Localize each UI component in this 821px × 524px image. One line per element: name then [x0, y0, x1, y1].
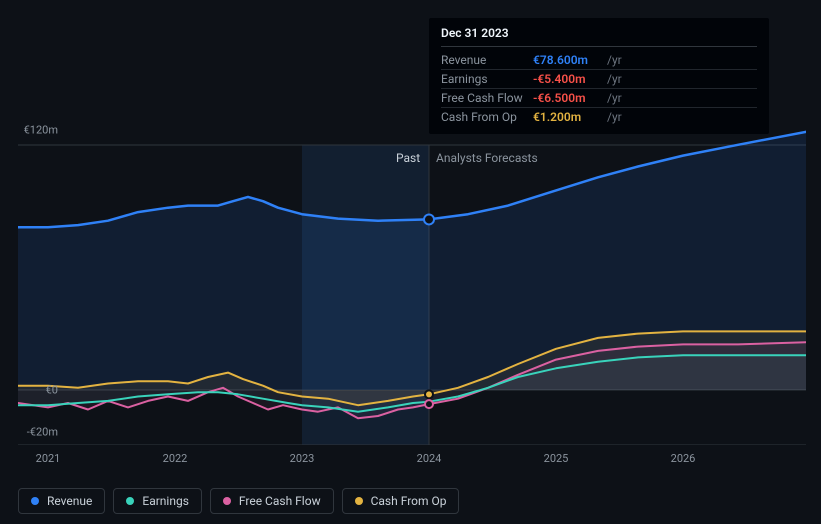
legend-dot-icon	[223, 497, 231, 505]
tooltip-row-value: €78.600m	[533, 53, 603, 67]
tooltip-row-unit: /yr	[607, 53, 622, 67]
y-tick-label: -€20m	[18, 426, 58, 439]
marker-cash_from_op	[425, 390, 433, 398]
tooltip-row-unit: /yr	[607, 110, 622, 124]
legend-dot-icon	[126, 497, 134, 505]
legend: Revenue Earnings Free Cash Flow Cash From O…	[18, 488, 459, 514]
tooltip-row-unit: /yr	[607, 91, 622, 105]
y-tick-label: €0	[18, 384, 58, 397]
tooltip-row: Earnings-€5.400m/yr	[441, 70, 757, 89]
tooltip-row-label: Revenue	[441, 53, 533, 67]
tooltip-row-unit: /yr	[607, 72, 622, 86]
forecast-label: Analysts Forecasts	[436, 151, 538, 165]
x-tick-label: 2025	[544, 452, 569, 465]
legend-label: Revenue	[47, 494, 92, 508]
legend-item-free_cash_flow[interactable]: Free Cash Flow	[210, 488, 334, 514]
tooltip-row-value: €1.200m	[533, 110, 603, 124]
legend-label: Earnings	[142, 494, 189, 508]
legend-label: Cash From Op	[371, 494, 447, 508]
x-tick-label: 2022	[163, 452, 188, 465]
x-tick-label: 2024	[417, 452, 442, 465]
x-tick-label: 2021	[36, 452, 61, 465]
tooltip-row: Cash From Op€1.200m/yr	[441, 108, 757, 126]
tooltip-row-label: Earnings	[441, 72, 533, 86]
legend-dot-icon	[31, 497, 39, 505]
tooltip-row-label: Free Cash Flow	[441, 91, 533, 105]
tooltip-row-label: Cash From Op	[441, 110, 533, 124]
tooltip: Dec 31 2023 Revenue€78.600m/yrEarnings-€…	[429, 18, 769, 134]
past-label: Past	[396, 151, 420, 165]
x-tick-label: 2023	[290, 452, 315, 465]
tooltip-row: Revenue€78.600m/yr	[441, 51, 757, 70]
legend-item-revenue[interactable]: Revenue	[18, 488, 105, 514]
legend-item-earnings[interactable]: Earnings	[113, 488, 202, 514]
legend-dot-icon	[355, 497, 363, 505]
tooltip-row: Free Cash Flow-€6.500m/yr	[441, 89, 757, 108]
marker-revenue	[424, 214, 434, 224]
x-tick-label: 2026	[671, 452, 696, 465]
legend-item-cash_from_op[interactable]: Cash From Op	[342, 488, 460, 514]
tooltip-row-value: -€5.400m	[533, 72, 603, 86]
tooltip-row-value: -€6.500m	[533, 91, 603, 105]
tooltip-date: Dec 31 2023	[441, 26, 757, 47]
marker-free_cash_flow	[425, 400, 433, 408]
legend-label: Free Cash Flow	[239, 494, 321, 508]
y-tick-label: €120m	[18, 124, 58, 137]
